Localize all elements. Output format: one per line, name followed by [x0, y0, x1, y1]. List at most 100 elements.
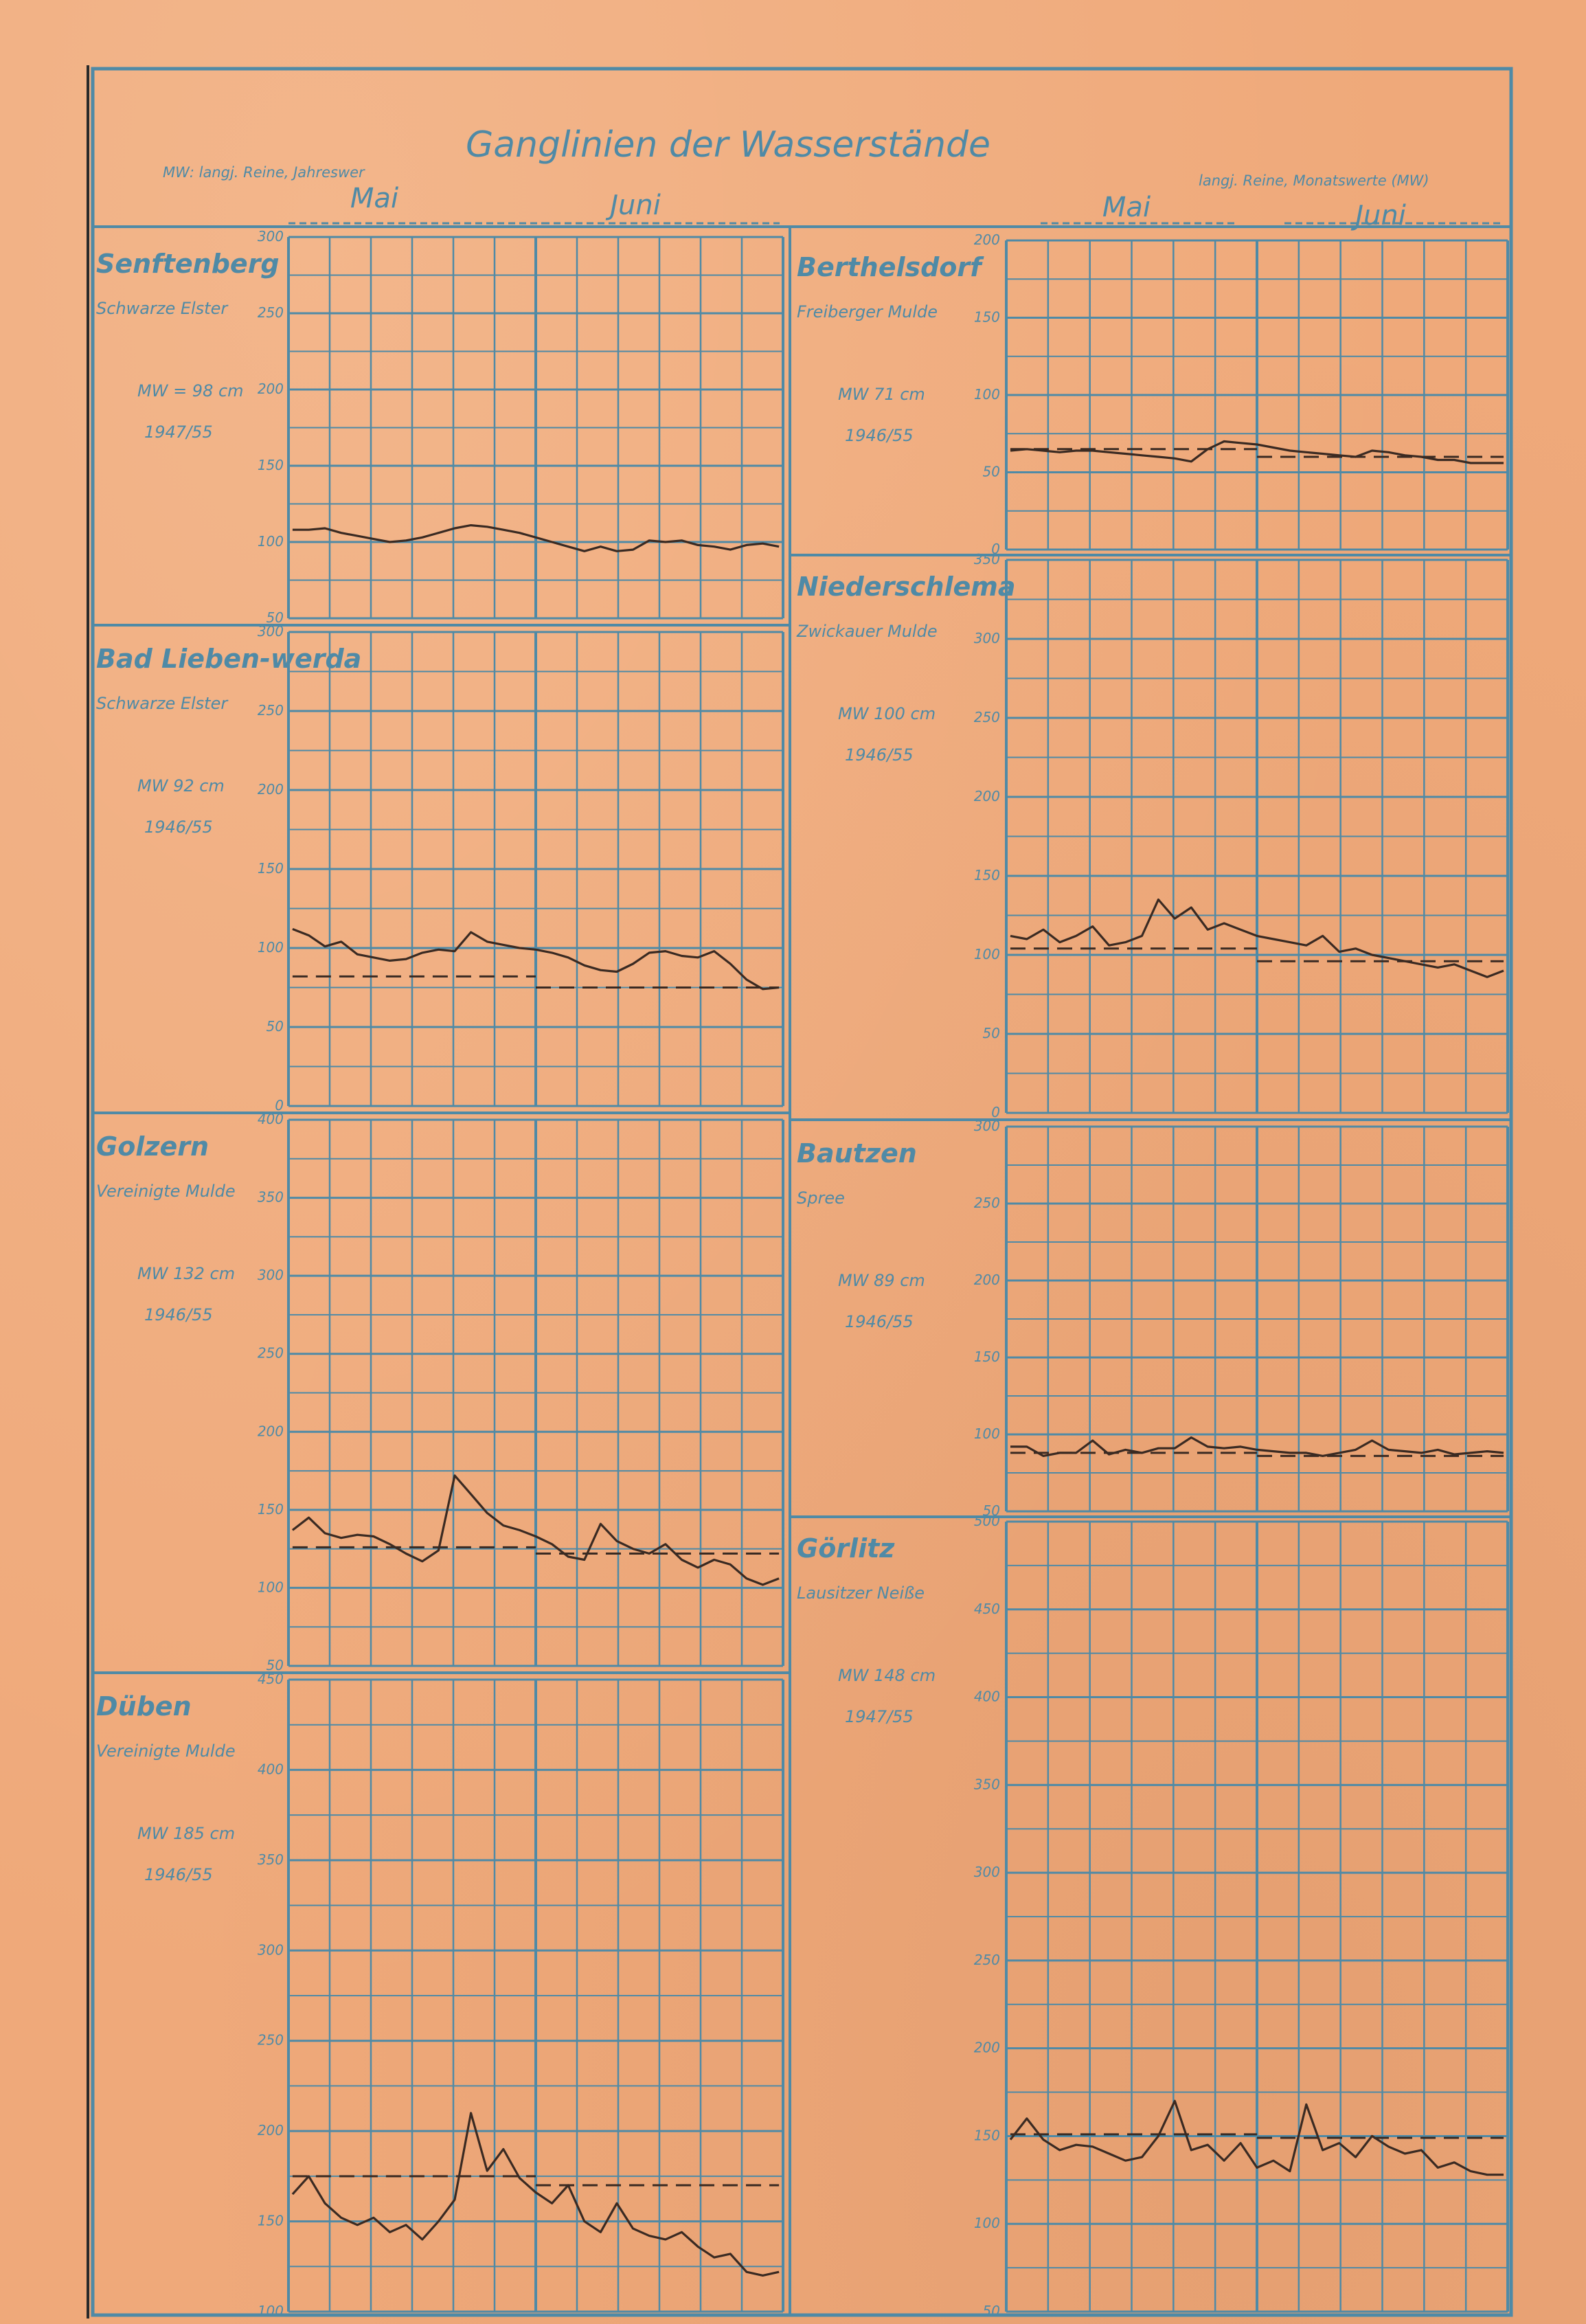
tick-label: 200 [258, 381, 284, 397]
tick-label: 350 [974, 1776, 1000, 1792]
mean-water-level: MW 92 cm [137, 776, 225, 796]
sheet-header: Ganglinien der Wasserstände MW: langj. R… [163, 124, 1429, 232]
tick-label: 150 [974, 2127, 1000, 2143]
tick-label: 50 [267, 609, 284, 626]
tick-label: 450 [974, 1601, 1000, 1617]
legend-annual-mean: MW: langj. Reine, Jahreswer [163, 164, 365, 181]
tick-label: 300 [974, 630, 1000, 646]
tick-label: 100 [974, 2215, 1000, 2231]
reference-period: 1946/55 [144, 1305, 213, 1324]
tick-label: 250 [974, 1952, 1000, 1968]
river-name: Vereinigte Mulde [96, 1741, 236, 1761]
tick-label: 100 [974, 386, 1000, 403]
tick-label: 350 [258, 1189, 284, 1206]
station-panels: 300 250 200 150 100 50 Senftenberg Schwarze Els… [96, 228, 1509, 2319]
tick-label: 100 [974, 946, 1000, 962]
tick-label: 450 [258, 1671, 284, 1687]
tick-label: 500 [974, 1513, 1000, 1529]
month-label-may-left: Mai [350, 183, 398, 214]
tick-label: 250 [974, 1195, 1000, 1211]
tick-label: 50 [983, 1502, 1000, 1519]
river-name: Vereinigte Mulde [96, 1182, 236, 1201]
river-name: Zwickauer Mulde [796, 622, 938, 641]
river-name: Schwarze Elster [96, 299, 229, 318]
tick-label: 100 [258, 2303, 284, 2319]
outer-border [91, 67, 1513, 2317]
mean-water-level: MW 71 cm [838, 385, 925, 404]
tick-label: 300 [974, 1118, 1000, 1134]
tick-label: 150 [974, 309, 1000, 326]
reference-period: 1947/55 [144, 422, 213, 442]
tick-label: 350 [258, 1851, 284, 1868]
panel-g-rlitz: 500 450 400 350 300 250 200 150 100 50 Görlitz Laus… [797, 1513, 1509, 2319]
panel-bautzen: 300 250 200 150 100 50 Bautzen Spree MW 89 cm 194… [797, 1118, 1509, 1519]
reference-period: 1947/55 [845, 1707, 914, 1726]
reference-period: 1946/55 [144, 1865, 213, 1884]
tick-label: 50 [983, 1025, 1000, 1041]
station-name: Golzern [96, 1131, 209, 1162]
tick-label: 0 [991, 1104, 1000, 1120]
water-level-series [1010, 1436, 1504, 1457]
river-name: Lausitzer Neiße [797, 1583, 925, 1603]
tick-label: 200 [258, 1423, 284, 1439]
tick-label: 250 [258, 2032, 284, 2049]
tick-label: 250 [258, 1345, 284, 1362]
tick-label: 200 [258, 2122, 284, 2139]
tick-label: 150 [258, 1501, 284, 1518]
reference-period: 1946/55 [845, 1312, 914, 1331]
water-level-series [1010, 440, 1504, 464]
panel-d-ben: 450 400 350 300 250 200 150 100 Düben Vereinigte … [96, 1671, 784, 2319]
panel-niederschlema: 350 300 250 200 150 100 50 0 Niederschlema Zwicka… [796, 551, 1509, 1120]
tick-label: 50 [983, 2303, 1000, 2319]
tick-label: 300 [974, 1864, 1000, 1880]
panel-bad-lieben-werda: 300 250 200 150 100 50 0 Bad Lieben-werda Schwar… [96, 623, 784, 1114]
reference-period: 1946/55 [144, 817, 213, 837]
panel-golzern: 400 350 300 250 200 150 100 50 Golzern Vereinigte… [96, 1111, 784, 1673]
mean-water-level: MW 100 cm [838, 704, 936, 723]
reference-period: 1946/55 [845, 745, 914, 765]
tick-label: 250 [258, 702, 284, 719]
station-name: Düben [96, 1691, 192, 1722]
tick-label: 150 [258, 860, 284, 877]
tick-label: 100 [258, 533, 284, 550]
panel-berthelsdorf: 200 150 100 50 0 Berthelsdorf Freiberger Mulde… [797, 232, 1509, 557]
sheet-frame [87, 65, 1513, 2319]
tick-label: 250 [974, 709, 1000, 725]
station-name: Senftenberg [96, 249, 280, 279]
tick-label: 100 [258, 1579, 284, 1595]
tick-label: 400 [974, 1689, 1000, 1705]
tick-label: 150 [258, 2213, 284, 2229]
mean-water-level: MW 185 cm [137, 1824, 235, 1843]
tick-label: 50 [267, 1018, 284, 1035]
water-level-series [1010, 898, 1504, 978]
legend-monthly-mean: langj. Reine, Monatswerte (MW) [1199, 172, 1429, 189]
mean-water-level: MW 148 cm [838, 1666, 936, 1685]
tick-label: 50 [267, 1657, 284, 1673]
tick-label: 200 [974, 2040, 1000, 2056]
sheet-title: Ganglinien der Wasserstände [466, 124, 990, 166]
tick-label: 300 [258, 1941, 284, 1958]
tick-label: 150 [974, 867, 1000, 883]
tick-label: 400 [258, 1761, 284, 1777]
river-name: Freiberger Mulde [797, 302, 938, 321]
tick-label: 200 [974, 788, 1000, 804]
month-label-may-right: Mai [1102, 192, 1151, 223]
mean-water-level: MW 132 cm [137, 1264, 235, 1283]
station-name: Bad Lieben-werda [96, 644, 361, 674]
tick-label: 200 [974, 232, 1000, 248]
tick-label: 100 [974, 1425, 1000, 1442]
tick-label: 50 [983, 464, 1000, 480]
tick-label: 300 [258, 228, 284, 245]
station-name: Berthelsdorf [797, 252, 984, 282]
tick-label: 200 [258, 781, 284, 798]
tick-label: 0 [275, 1097, 284, 1114]
tick-label: 0 [991, 541, 1000, 557]
tick-label: 100 [258, 939, 284, 956]
month-label-june-right: Juni [1350, 200, 1406, 232]
panel-senftenberg: 300 250 200 150 100 50 Senftenberg Schwarze Els… [96, 228, 784, 626]
station-name: Niederschlema [797, 572, 1016, 602]
tick-label: 300 [258, 623, 284, 640]
mean-water-level: MW 89 cm [838, 1271, 925, 1290]
water-level-series [291, 1474, 780, 1586]
water-level-series [292, 523, 780, 552]
